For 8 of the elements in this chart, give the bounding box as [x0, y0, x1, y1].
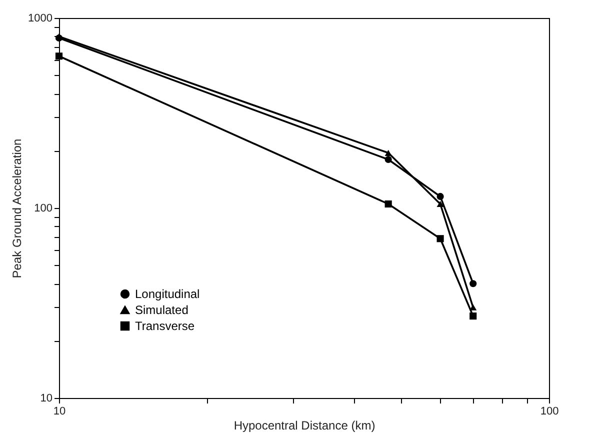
legend-label: Simulated [135, 303, 188, 317]
legend-label: Transverse [135, 319, 195, 333]
y-axis-title: Peak Ground Acceleration [10, 138, 24, 278]
y-tick-label: 100 [34, 202, 52, 214]
y-tick-label: 1000 [28, 12, 52, 24]
y-tick-label: 10 [40, 392, 52, 404]
legend-label: Longitudinal [135, 287, 200, 301]
x-axis-title: Hypocentral Distance (km) [234, 418, 376, 432]
